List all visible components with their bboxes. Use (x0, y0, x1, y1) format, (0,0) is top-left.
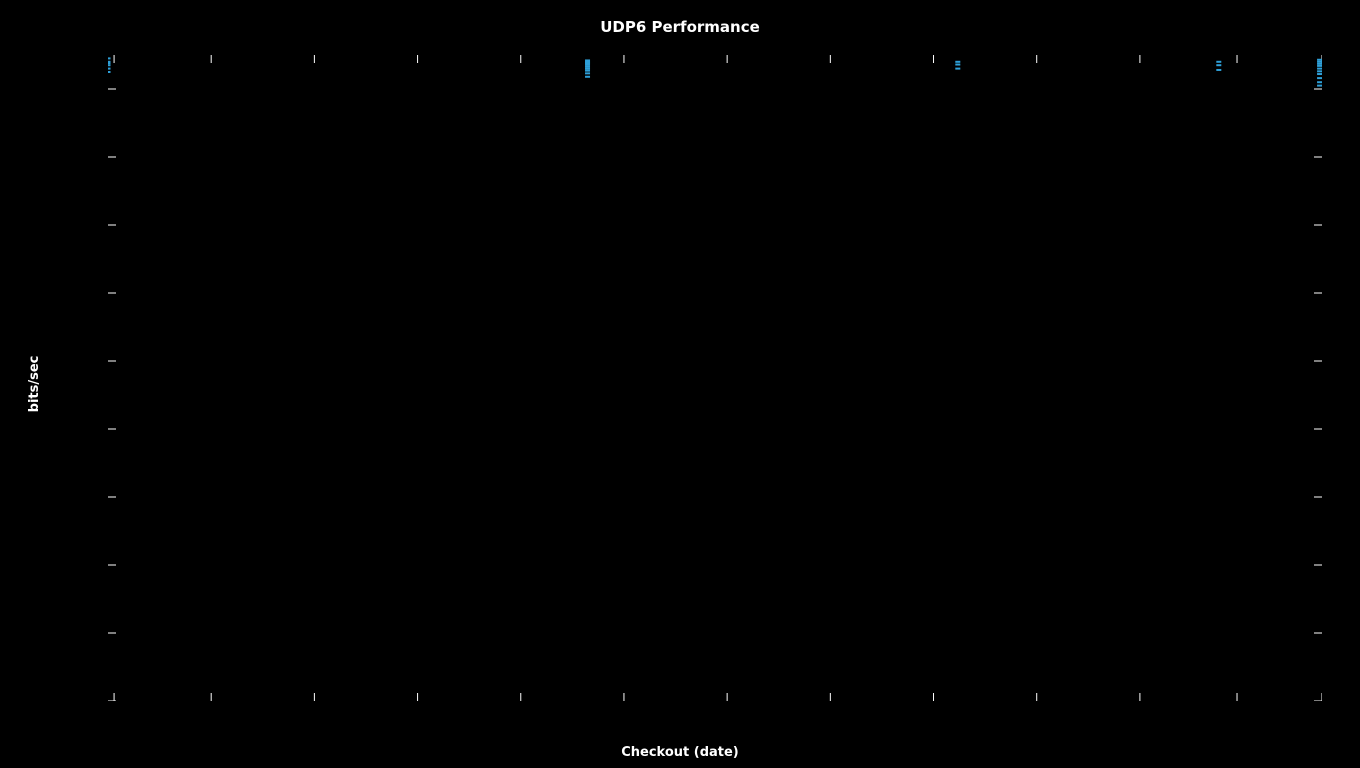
x-axis-label: Checkout (date) (0, 745, 1360, 760)
y-axis: 01x1082x1083x1084x1085x1086x1087x1088x10… (108, 80, 1322, 701)
chart-title: UDP6 Performance (0, 18, 1360, 36)
x-axis: 2020-01-122020-01-122020-01-122020-01-12… (108, 55, 1322, 701)
chart-container: UDP6 Performance bits/sec Checkout (date… (0, 0, 1360, 768)
plot-area: 01x1082x1083x1084x1085x1086x1087x1088x10… (108, 55, 1322, 701)
y-axis-label: bits/sec (27, 356, 42, 413)
